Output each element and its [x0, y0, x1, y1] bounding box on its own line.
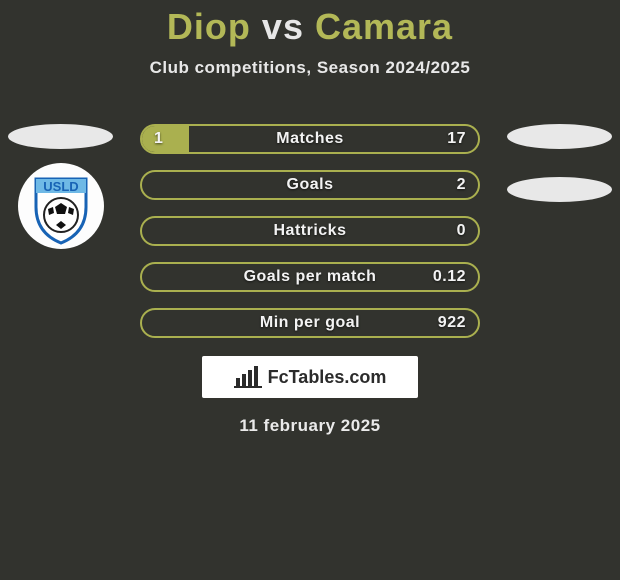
stat-label: Matches — [142, 126, 478, 152]
stat-value-right: 2 — [457, 172, 466, 198]
barchart-icon — [234, 366, 262, 388]
stat-value-right: 0 — [457, 218, 466, 244]
stat-value-right: 0.12 — [433, 264, 466, 290]
club-badge-icon: USLD — [18, 163, 104, 249]
player1-name: Diop — [167, 6, 251, 47]
stat-label: Hattricks — [142, 218, 478, 244]
stat-bar: 1Matches17 — [140, 124, 480, 154]
right-player-column — [507, 124, 612, 202]
stat-bar: Goals2 — [140, 170, 480, 200]
stat-bar: Min per goal922 — [140, 308, 480, 338]
player2-name: Camara — [315, 6, 453, 47]
snapshot-date: 11 february 2025 — [0, 416, 620, 436]
stat-label: Goals — [142, 172, 478, 198]
stat-label: Min per goal — [142, 310, 478, 336]
source-badge: FcTables.com — [202, 356, 418, 398]
club-badge-left: USLD — [18, 163, 104, 249]
player-photo-placeholder — [507, 124, 612, 149]
source-brand: FcTables.com — [268, 367, 387, 388]
club-badge-text: USLD — [43, 179, 78, 194]
stat-value-right: 922 — [438, 310, 466, 336]
club-badge-placeholder — [507, 177, 612, 202]
comparison-title: Diop vs Camara — [0, 0, 620, 48]
season-subtitle: Club competitions, Season 2024/2025 — [0, 58, 620, 78]
left-player-column: USLD — [8, 124, 113, 249]
stat-bars: 1Matches17 Goals2 Hattricks0 Goals per matc… — [140, 124, 480, 354]
stat-label: Goals per match — [142, 264, 478, 290]
player-photo-placeholder — [8, 124, 113, 149]
footer-block: FcTables.com 11 february 2025 — [0, 352, 620, 436]
stat-value-right: 17 — [447, 126, 466, 152]
stat-bar: Goals per match0.12 — [140, 262, 480, 292]
vs-separator: vs — [262, 6, 304, 47]
stat-bar: Hattricks0 — [140, 216, 480, 246]
